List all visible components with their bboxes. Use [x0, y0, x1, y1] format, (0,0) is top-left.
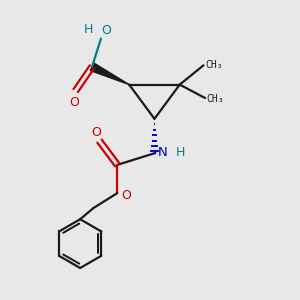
Text: H: H [176, 146, 185, 160]
Text: O: O [92, 126, 101, 139]
Polygon shape [90, 63, 129, 85]
Text: O: O [101, 24, 111, 37]
Text: CH₃: CH₃ [206, 94, 224, 104]
Text: O: O [121, 189, 131, 202]
Text: O: O [69, 96, 79, 109]
Text: H: H [84, 23, 94, 36]
Text: CH₃: CH₃ [205, 60, 223, 70]
Text: N: N [158, 146, 168, 160]
